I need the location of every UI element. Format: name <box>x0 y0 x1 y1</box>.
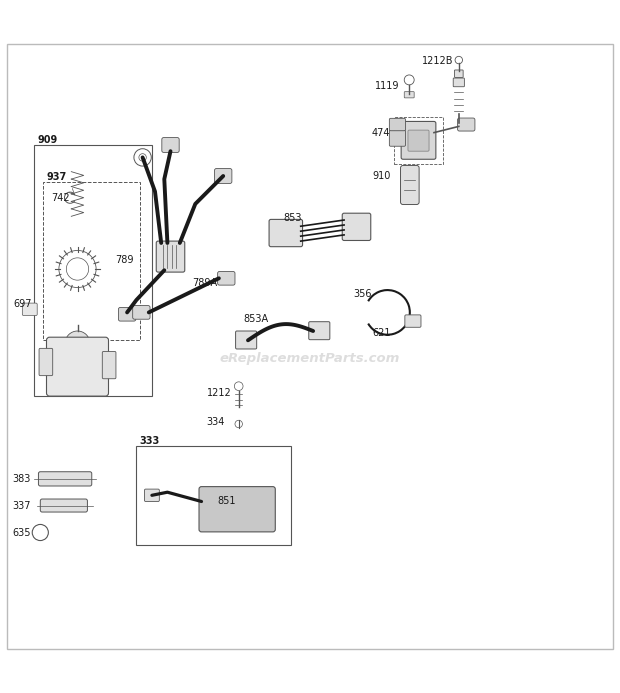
Text: 334: 334 <box>206 417 225 427</box>
Text: 909: 909 <box>37 135 58 145</box>
FancyBboxPatch shape <box>156 241 185 272</box>
Text: 910: 910 <box>372 171 391 181</box>
Text: 853A: 853A <box>244 314 269 324</box>
FancyBboxPatch shape <box>401 121 436 159</box>
FancyBboxPatch shape <box>404 91 414 98</box>
FancyBboxPatch shape <box>22 303 37 315</box>
Text: 1119: 1119 <box>375 81 400 91</box>
FancyBboxPatch shape <box>405 315 421 327</box>
FancyBboxPatch shape <box>199 486 275 532</box>
FancyBboxPatch shape <box>389 130 405 146</box>
FancyBboxPatch shape <box>454 70 463 78</box>
Text: eReplacementParts.com: eReplacementParts.com <box>220 353 400 365</box>
FancyBboxPatch shape <box>342 213 371 240</box>
FancyBboxPatch shape <box>218 272 235 285</box>
FancyBboxPatch shape <box>38 472 92 486</box>
FancyBboxPatch shape <box>269 220 303 247</box>
FancyBboxPatch shape <box>215 168 232 184</box>
Bar <box>394 117 443 164</box>
FancyBboxPatch shape <box>408 130 429 151</box>
FancyBboxPatch shape <box>309 322 330 340</box>
Text: 853: 853 <box>283 213 302 223</box>
Text: 742: 742 <box>51 193 69 202</box>
Bar <box>43 182 140 340</box>
Text: 621: 621 <box>372 328 391 338</box>
Text: 635: 635 <box>12 527 31 538</box>
Text: 789A: 789A <box>192 279 218 288</box>
Text: 356: 356 <box>353 289 372 299</box>
Text: 789: 789 <box>115 255 133 265</box>
Text: 1212B: 1212B <box>422 56 453 67</box>
Text: 697: 697 <box>14 299 32 309</box>
Text: 1212: 1212 <box>206 388 231 398</box>
FancyBboxPatch shape <box>458 118 475 131</box>
Text: 937: 937 <box>46 172 67 182</box>
FancyBboxPatch shape <box>102 351 116 379</box>
FancyBboxPatch shape <box>162 137 179 152</box>
Text: 474: 474 <box>372 128 391 138</box>
Text: 851: 851 <box>217 496 236 507</box>
Text: 337: 337 <box>12 501 31 511</box>
FancyBboxPatch shape <box>40 499 87 512</box>
Bar <box>136 446 291 545</box>
FancyBboxPatch shape <box>453 78 464 87</box>
FancyBboxPatch shape <box>46 337 108 396</box>
Circle shape <box>65 331 90 356</box>
FancyBboxPatch shape <box>401 166 419 204</box>
FancyBboxPatch shape <box>133 306 150 319</box>
FancyBboxPatch shape <box>236 331 257 349</box>
Text: 383: 383 <box>12 474 31 484</box>
FancyBboxPatch shape <box>39 349 53 376</box>
FancyBboxPatch shape <box>144 489 159 502</box>
Bar <box>34 145 152 396</box>
Text: 333: 333 <box>140 436 160 446</box>
FancyBboxPatch shape <box>118 308 136 321</box>
FancyBboxPatch shape <box>389 119 405 131</box>
